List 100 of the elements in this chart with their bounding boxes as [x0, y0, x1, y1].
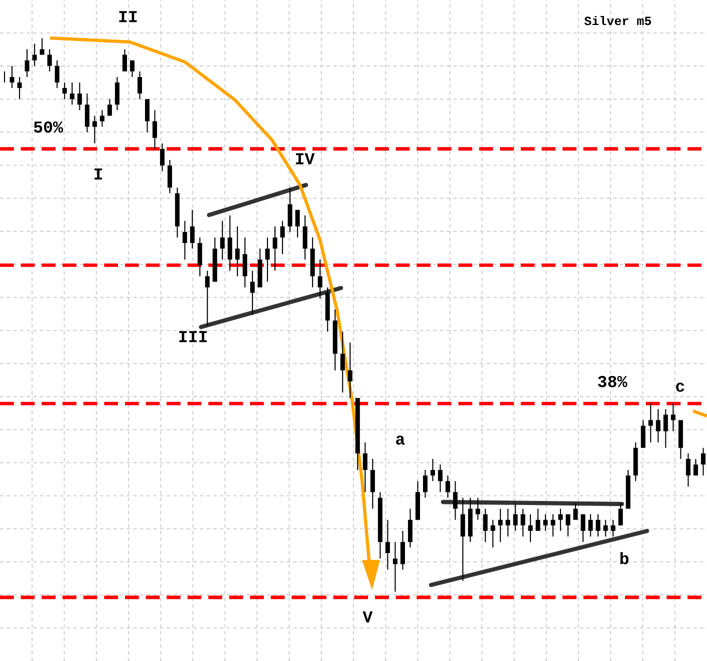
candlestick: [483, 508, 488, 542]
candlestick: [618, 503, 623, 526]
candlestick: [415, 481, 420, 520]
candlestick: [423, 470, 428, 498]
candlestick: [198, 237, 202, 276]
candlestick: [355, 398, 360, 470]
candlestick: [340, 332, 345, 393]
candlestick: [130, 60, 134, 77]
candlestick: [190, 210, 195, 249]
candlestick: [633, 442, 638, 482]
candlestick: [114, 76, 120, 110]
candlestick: [17, 76, 22, 100]
candlestick: [400, 530, 405, 570]
chart-title: Silver m5: [584, 16, 652, 26]
candlestick: [528, 514, 533, 542]
annotation: I: [94, 168, 102, 180]
candlestick: [573, 503, 578, 520]
candlestick: [596, 514, 600, 536]
candlestick: [490, 520, 496, 548]
candlestick: [446, 476, 450, 498]
candlestick: [250, 270, 255, 315]
candlestick: [370, 458, 375, 509]
candlestick: [693, 458, 698, 476]
candlestick: [145, 99, 150, 132]
candlestick: [107, 99, 112, 116]
annotation: III: [179, 331, 207, 342]
candlestick: [318, 260, 322, 298]
candlestick: [536, 508, 540, 531]
candlestick: [558, 508, 563, 531]
candlestick: [84, 94, 90, 132]
candlestick: [453, 481, 458, 520]
text: II: [119, 11, 137, 22]
candlestick: [280, 220, 285, 254]
candlestick: [678, 420, 683, 459]
annotation: c: [676, 382, 684, 392]
candlestick: [640, 420, 646, 448]
annotation: 50%: [34, 121, 64, 133]
candlestick: [506, 508, 510, 536]
candlestick: [220, 220, 225, 260]
candlestick: [10, 66, 14, 88]
candlestick: [70, 82, 74, 105]
candlestick: [362, 442, 368, 492]
candlestick: [32, 44, 37, 66]
candlestick: [610, 520, 616, 536]
candlestick: [588, 514, 593, 536]
annotation: a: [396, 436, 405, 445]
candlestick: [152, 110, 158, 149]
candlestick: [392, 542, 398, 592]
candlestick: [580, 514, 586, 542]
candlestick: [122, 49, 127, 72]
candlestick: [205, 270, 210, 326]
candlestick: [242, 237, 248, 288]
candlestick: [2, 71, 7, 82]
candlestick: [438, 464, 443, 492]
candlestick: [62, 82, 67, 100]
candlestick: [656, 409, 660, 442]
candlestick: [100, 110, 104, 127]
candlestick: [272, 226, 278, 271]
candlestick: [550, 514, 556, 536]
candlestick: [92, 116, 97, 144]
candlestick: [310, 237, 315, 288]
candlestick: [430, 458, 436, 482]
annotation: 38%: [598, 376, 628, 388]
candlestick: [626, 470, 630, 509]
candlestick: [670, 404, 676, 432]
candlestick: [476, 498, 480, 520]
candlestick: [513, 503, 518, 531]
candlestick: [175, 188, 180, 238]
candlestick: [543, 514, 548, 531]
candlestick: [663, 409, 668, 448]
candlestick: [348, 342, 352, 398]
text: V: [362, 611, 373, 622]
candlestick: [258, 248, 262, 288]
candlestick: [408, 508, 412, 548]
candlestick: [295, 210, 300, 238]
candlestick: [54, 60, 60, 88]
candlestick: [212, 237, 218, 282]
candlestick: [302, 215, 308, 260]
annotation: IV: [296, 153, 315, 164]
candlestick: [460, 498, 466, 581]
candlestick: [47, 49, 52, 72]
candlestick: [137, 71, 142, 100]
candlestick: [40, 38, 44, 55]
candlestick: [686, 453, 690, 487]
candlestick: [385, 520, 390, 570]
candlestick: [168, 160, 172, 194]
candlestick: [24, 49, 30, 77]
annotation: b: [620, 552, 628, 564]
candlestick: [182, 220, 188, 260]
candlestick: [332, 309, 338, 370]
candlestick: [265, 237, 270, 282]
candlestick: [498, 508, 503, 542]
candlestick: [228, 215, 232, 271]
candlestick: [77, 82, 82, 110]
candlestick: [288, 188, 292, 232]
candlestick: [235, 226, 240, 276]
candlestick: [648, 404, 653, 442]
candlestick: [325, 287, 330, 332]
candlestick: [468, 498, 473, 542]
candlestick: [520, 508, 526, 536]
